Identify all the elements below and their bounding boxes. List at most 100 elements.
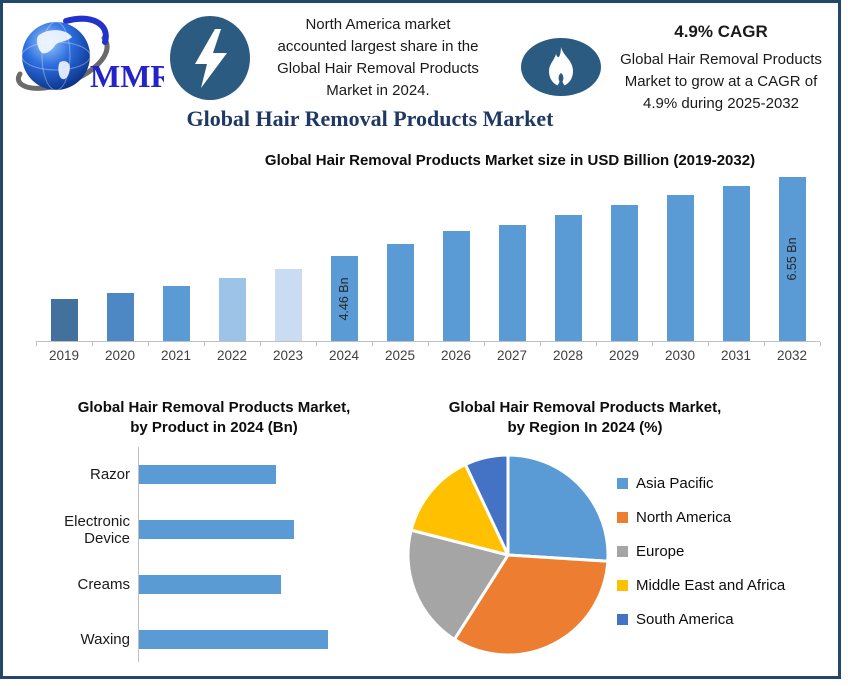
bar-2022 <box>218 278 246 341</box>
product-label: Razor <box>89 466 130 483</box>
legend-label: Asia Pacific <box>636 474 714 492</box>
axis-tick <box>820 342 821 346</box>
axis-tick <box>148 342 149 346</box>
legend-item-middle-east-and-africa: Middle East and Africa <box>617 577 785 594</box>
legend-label: North America <box>636 508 732 526</box>
page-title: Global Hair Removal Products Market <box>186 106 554 131</box>
bar-2030 <box>666 195 694 341</box>
year-label: 2025 <box>384 348 416 363</box>
pie-slice-south-america <box>463 453 510 557</box>
axis-tick <box>260 342 261 346</box>
bar-2032: 6.55 Bn <box>778 177 806 341</box>
product-row: Waxing <box>28 612 400 667</box>
year-label: 2019 <box>48 348 80 363</box>
product-bar-creams <box>139 575 281 594</box>
product-row: Electronic Device <box>28 502 400 557</box>
axis-tick <box>92 342 93 346</box>
bar-2025 <box>386 244 414 341</box>
product-bar-chart: Global Hair Removal Products Market, by … <box>28 392 400 674</box>
x-axis-line <box>36 341 820 342</box>
axis-tick <box>484 342 485 346</box>
bar-value-label: 4.46 Bn <box>337 276 351 321</box>
bar-2029 <box>610 205 638 341</box>
cagr-block: 4.9% CAGR Global Hair Removal Products M… <box>604 22 838 115</box>
product-row: Razor <box>28 447 400 502</box>
legend-item-north-america: North America <box>617 508 785 526</box>
pie-legend: Asia Pacific North America Europe Middle Ea… <box>617 474 785 628</box>
axis-tick <box>540 342 541 346</box>
bar-value-label: 6.55 Bn <box>785 237 799 281</box>
region-chart-title: Global Hair Removal Products Market, by … <box>448 399 722 436</box>
pie-slice-europe <box>406 528 510 641</box>
bar-slot <box>596 171 652 341</box>
cagr-title: 4.9% CAGR <box>674 22 768 41</box>
legend-item-south-america: South America <box>617 610 785 628</box>
year-label: 2031 <box>720 348 752 363</box>
bar-2028 <box>554 215 582 341</box>
lightning-icon <box>170 16 250 100</box>
year-label: 2023 <box>272 348 304 363</box>
bar-slot <box>36 171 92 341</box>
bar-slot <box>428 171 484 341</box>
legend-swatch <box>617 511 628 523</box>
logo-text: MMR <box>90 58 164 94</box>
product-chart-axis-line <box>138 447 139 662</box>
product-label: Electronic Device <box>64 512 130 547</box>
bar-2027 <box>498 225 526 341</box>
axis-tick <box>764 342 765 346</box>
x-axis-ticks <box>36 342 821 346</box>
mmr-logo: MMR <box>12 12 174 96</box>
region-pie-chart: Global Hair Removal Products Market, by … <box>395 392 840 677</box>
product-bar-waxing <box>139 630 328 649</box>
product-label: Waxing <box>80 631 130 648</box>
logo-blue-swoosh <box>63 15 109 45</box>
flame-glyph <box>549 47 573 86</box>
product-label: Creams <box>77 576 130 593</box>
product-chart-title: Global Hair Removal Products Market, by … <box>77 399 351 436</box>
year-label: 2027 <box>496 348 528 363</box>
axis-tick <box>36 342 37 346</box>
pie-plot-area <box>406 453 610 657</box>
bar-slot <box>540 171 596 341</box>
bar-chart-title: Global Hair Removal Products Market size… <box>264 152 756 169</box>
legend-item-europe: Europe <box>617 543 785 560</box>
legend-swatch <box>617 579 628 591</box>
bar-slot <box>204 171 260 341</box>
bar-slot <box>148 171 204 341</box>
bar-2021 <box>162 286 190 341</box>
bar-2019 <box>50 299 78 341</box>
bar-slot <box>92 171 148 341</box>
legend-item-asia-pacific: Asia Pacific <box>617 474 785 492</box>
globe-swoosh-logo: MMR <box>16 15 174 94</box>
bar-2023 <box>274 269 302 341</box>
bar-2031 <box>722 186 750 341</box>
axis-tick <box>708 342 709 346</box>
product-row: Creams <box>28 557 400 612</box>
year-label: 2028 <box>552 348 584 363</box>
x-axis-labels: 2019 2020 2021 2022 2023 2024 2025 2026 2027 2028… <box>36 348 820 363</box>
pie-slice-asia-pacific <box>506 453 610 563</box>
flame-icon <box>521 38 601 96</box>
axis-tick <box>652 342 653 346</box>
product-bar-razor <box>139 465 276 484</box>
axis-tick <box>428 342 429 346</box>
year-label: 2032 <box>776 348 808 363</box>
axis-tick <box>596 342 597 346</box>
bar-slot: 4.46 Bn <box>316 171 372 341</box>
cagr-note: Global Hair Removal Products Market to g… <box>620 51 822 112</box>
legend-swatch <box>617 545 628 557</box>
bar-2020 <box>106 293 134 341</box>
product-bar-rows: Razor Electronic Device Creams Waxing <box>28 447 400 667</box>
year-label: 2024 <box>328 348 360 363</box>
year-label: 2029 <box>608 348 640 363</box>
year-label: 2022 <box>216 348 248 363</box>
pie-slice-middle-east-and-africa <box>409 463 510 557</box>
year-label: 2021 <box>160 348 192 363</box>
bar-plot-area: 4.46 Bn 6.55 Bn <box>36 171 820 341</box>
axis-tick <box>204 342 205 346</box>
legend-label: South America <box>636 610 734 628</box>
bar-slot <box>484 171 540 341</box>
bar-slot: 6.55 Bn <box>764 171 820 341</box>
bar-slot <box>372 171 428 341</box>
